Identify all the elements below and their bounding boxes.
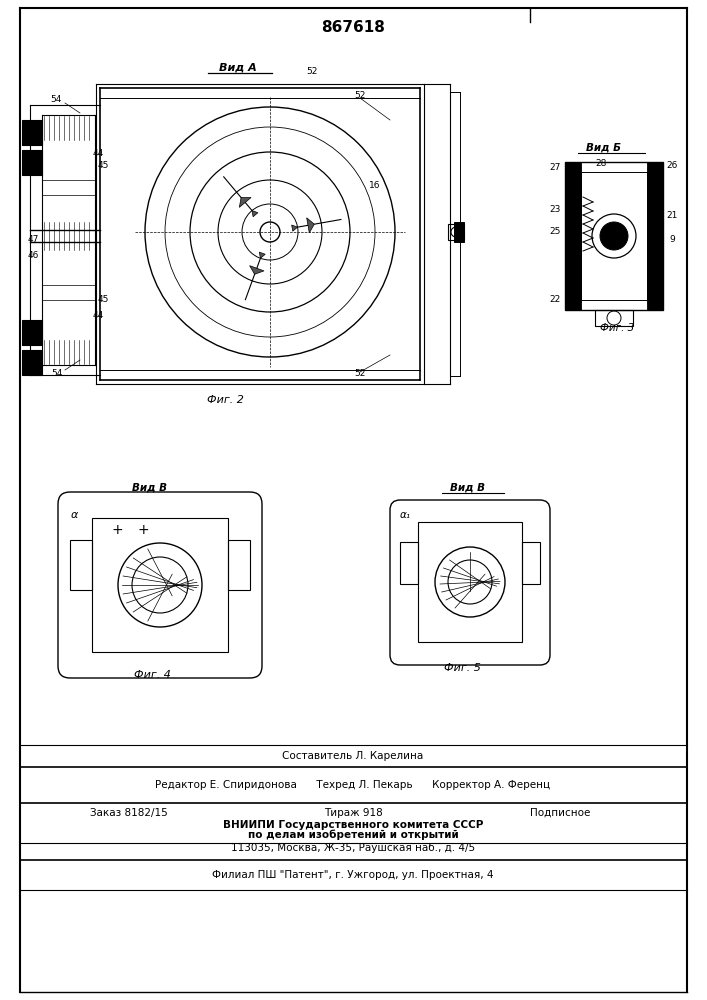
Text: Фиг. 3: Фиг. 3 (600, 323, 634, 333)
Text: 867618: 867618 (321, 20, 385, 35)
Bar (22, 120, 42, 145)
Text: Тираж 918: Тираж 918 (324, 808, 382, 818)
Polygon shape (259, 252, 265, 258)
Bar (522, 542, 540, 584)
Text: Вид Б: Вид Б (585, 143, 621, 153)
Text: 47: 47 (28, 235, 39, 244)
Bar (647, 162, 663, 310)
Text: 41: 41 (26, 125, 37, 134)
Text: 22: 22 (549, 296, 561, 304)
Text: 23: 23 (549, 206, 561, 215)
FancyBboxPatch shape (58, 492, 262, 678)
Text: Подписное: Подписное (530, 808, 590, 818)
Text: 25: 25 (549, 228, 561, 236)
Polygon shape (307, 218, 315, 233)
Polygon shape (252, 211, 258, 217)
Text: +: + (137, 523, 148, 537)
Bar (22, 350, 42, 375)
Text: 16: 16 (369, 180, 381, 190)
Text: 9: 9 (669, 235, 675, 244)
Bar (565, 162, 581, 310)
Text: 113035, Москва, Ж-35, Раушская наб., д. 4/5: 113035, Москва, Ж-35, Раушская наб., д. … (231, 843, 475, 853)
Text: 52: 52 (306, 68, 317, 77)
Text: Вид А: Вид А (219, 63, 257, 73)
Text: 44: 44 (93, 310, 104, 320)
Bar (228, 540, 250, 590)
Text: по делам изобретений и открытий: по делам изобретений и открытий (247, 830, 458, 840)
Bar (454, 222, 464, 242)
Text: ВНИИПИ Государственного комитета СССР: ВНИИПИ Государственного комитета СССР (223, 820, 483, 830)
Text: +: + (111, 523, 123, 537)
Text: α: α (70, 510, 78, 520)
Text: Составитель Л. Карелина: Составитель Л. Карелина (282, 751, 423, 761)
Bar (22, 320, 42, 345)
Text: Филиал ПШ "Патент", г. Ужгород, ул. Проектная, 4: Филиал ПШ "Патент", г. Ужгород, ул. Прое… (212, 870, 493, 880)
Text: 52: 52 (354, 92, 366, 101)
Text: Вид В: Вид В (132, 483, 168, 493)
Text: 54: 54 (52, 368, 63, 377)
Text: Фиг. 2: Фиг. 2 (206, 395, 243, 405)
Polygon shape (292, 225, 298, 231)
Text: 41: 41 (26, 351, 37, 360)
Polygon shape (240, 198, 251, 207)
Text: 27: 27 (549, 163, 561, 172)
Bar (92, 518, 228, 652)
Text: 28: 28 (595, 158, 607, 167)
Bar (565, 162, 663, 310)
Bar (595, 310, 633, 326)
Text: 46: 46 (28, 250, 39, 259)
Text: 45: 45 (98, 296, 109, 304)
Text: Редактор Е. Спиридонова      Техред Л. Пекарь      Корректор А. Ференц: Редактор Е. Спиридонова Техред Л. Пекарь… (156, 780, 551, 790)
Bar (448, 224, 464, 240)
Text: Фиг. 4: Фиг. 4 (134, 670, 170, 680)
Bar (22, 150, 42, 175)
Text: Фиг. 5: Фиг. 5 (443, 663, 481, 673)
Text: Вид В: Вид В (450, 483, 486, 493)
Text: 54: 54 (50, 96, 62, 104)
Text: α₁: α₁ (399, 510, 411, 520)
Bar (418, 522, 522, 642)
Bar (581, 172, 647, 300)
Text: 21: 21 (666, 211, 678, 220)
Text: 44: 44 (93, 148, 104, 157)
FancyBboxPatch shape (390, 500, 550, 665)
Text: 45: 45 (98, 160, 109, 169)
Bar (70, 540, 92, 590)
Text: Заказ 8182/15: Заказ 8182/15 (90, 808, 168, 818)
Bar (400, 542, 418, 584)
Text: 52: 52 (354, 369, 366, 378)
Polygon shape (250, 266, 264, 274)
Text: 26: 26 (666, 160, 678, 169)
Circle shape (600, 222, 628, 250)
